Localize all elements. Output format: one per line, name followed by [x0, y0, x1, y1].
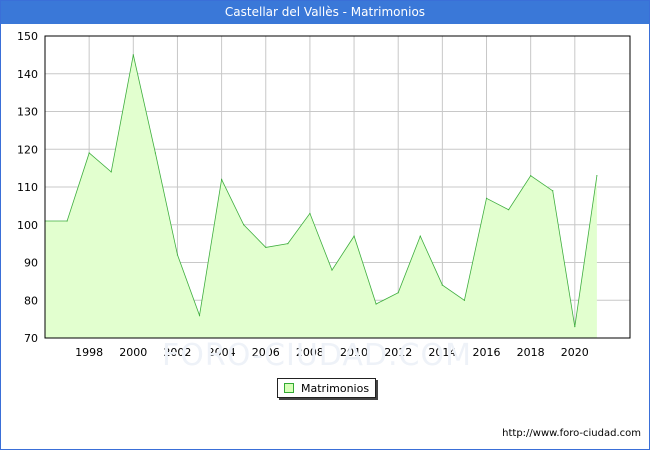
y-tick-label: 150	[17, 30, 38, 43]
data-point	[287, 243, 289, 245]
axes	[44, 35, 631, 339]
data-point	[353, 235, 355, 237]
watermark-text: FORO-CIUDAD.COM	[162, 338, 472, 373]
x-tick-label: 2010	[340, 346, 368, 359]
x-tick-label: 2000	[119, 346, 147, 359]
data-point	[530, 175, 532, 177]
area-line-matrimonios	[45, 54, 598, 327]
data-point	[331, 269, 333, 271]
x-tick-label: 2008	[296, 346, 324, 359]
data-point	[88, 152, 90, 154]
data-point	[463, 299, 466, 301]
y-tick-labels: 70 80 90 100 110 120 130 140 150	[17, 30, 38, 345]
y-tick-label: 100	[17, 219, 38, 232]
source-url: http://www.foro-ciudad.com	[502, 428, 641, 439]
data-point	[132, 54, 134, 56]
series-area	[44, 54, 598, 339]
legend-label-matrimonios: Matrimonios	[301, 381, 370, 395]
data-point	[574, 326, 576, 328]
x-tick-label: 2018	[517, 346, 545, 359]
y-tick-label: 130	[17, 106, 38, 119]
y-tick-label: 80	[24, 294, 38, 307]
x-tick-label: 1998	[75, 346, 103, 359]
x-tick-label: 2006	[252, 346, 280, 359]
x-tick-label: 2014	[428, 346, 456, 359]
data-point	[265, 246, 267, 248]
data-point	[176, 254, 179, 256]
data-point	[243, 224, 245, 226]
x-tick-label: 2002	[163, 346, 191, 359]
x-tick-label: 2016	[473, 346, 501, 359]
data-point	[596, 175, 598, 177]
x-tick-labels: 1998 2000 2002 2004 2006 2008 2010 2012 2014 2016…	[75, 346, 589, 359]
chart-title: Castellar del Vallès - Matrimonios	[1, 1, 649, 24]
y-tick-label: 120	[17, 143, 38, 156]
y-tick-label: 110	[17, 181, 38, 194]
y-tick-label: 140	[17, 68, 38, 81]
data-point	[507, 209, 510, 211]
x-tick-label: 2020	[561, 346, 589, 359]
data-point	[397, 292, 399, 294]
y-tick-label: 70	[24, 332, 38, 345]
data-point	[552, 190, 554, 192]
data-point	[441, 284, 443, 286]
plot-border	[44, 35, 631, 339]
data-point	[309, 212, 311, 215]
data-point	[110, 171, 112, 173]
data-point	[66, 220, 68, 222]
data-point	[375, 303, 377, 305]
x-tick-label: 2012	[384, 346, 412, 359]
data-point	[221, 178, 223, 181]
legend-swatch-matrimonios	[284, 383, 294, 393]
data-point	[485, 197, 488, 199]
data-point	[198, 314, 201, 316]
x-tick-label: 2004	[208, 346, 236, 359]
data-point	[154, 152, 156, 154]
legend: Matrimonios	[277, 378, 377, 398]
data-point	[419, 235, 421, 237]
area-fill-matrimonios	[45, 54, 597, 339]
y-tick-label: 90	[24, 257, 38, 270]
